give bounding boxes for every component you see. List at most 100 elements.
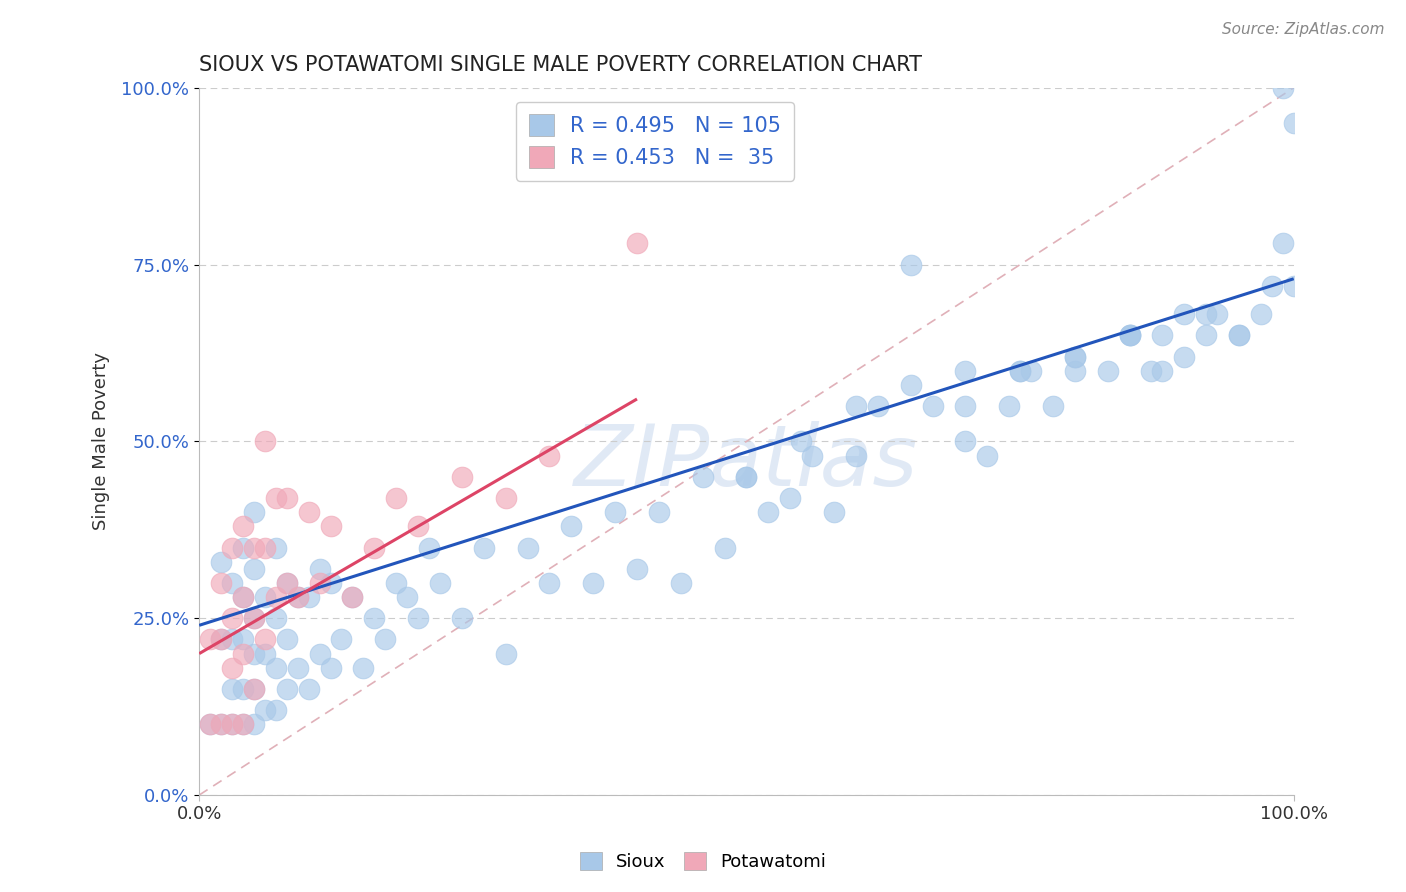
Point bbox=[253, 647, 276, 661]
Point bbox=[243, 647, 266, 661]
Point bbox=[866, 399, 889, 413]
Point bbox=[1097, 364, 1119, 378]
Point bbox=[298, 681, 321, 696]
Point bbox=[298, 590, 321, 604]
Point bbox=[1063, 364, 1085, 378]
Point bbox=[406, 611, 429, 625]
Legend: Sioux, Potawatomi: Sioux, Potawatomi bbox=[574, 845, 832, 879]
Point bbox=[264, 491, 287, 505]
Point bbox=[232, 519, 254, 533]
Point bbox=[243, 717, 266, 731]
Point bbox=[560, 519, 582, 533]
Point bbox=[1195, 328, 1218, 343]
Point bbox=[221, 661, 243, 675]
Point bbox=[287, 590, 309, 604]
Point bbox=[845, 399, 868, 413]
Point bbox=[955, 434, 977, 449]
Point bbox=[264, 611, 287, 625]
Point bbox=[308, 575, 330, 590]
Point bbox=[253, 434, 276, 449]
Point bbox=[243, 681, 266, 696]
Point bbox=[264, 541, 287, 555]
Point bbox=[253, 541, 276, 555]
Point bbox=[253, 703, 276, 717]
Point bbox=[1282, 278, 1305, 293]
Point bbox=[779, 491, 801, 505]
Point bbox=[363, 611, 385, 625]
Point bbox=[342, 590, 364, 604]
Point bbox=[243, 505, 266, 519]
Point bbox=[418, 541, 440, 555]
Point bbox=[342, 590, 364, 604]
Point bbox=[1271, 236, 1294, 251]
Point bbox=[374, 632, 396, 647]
Point bbox=[1118, 328, 1140, 343]
Point bbox=[603, 505, 626, 519]
Point bbox=[713, 541, 735, 555]
Point bbox=[264, 661, 287, 675]
Point bbox=[1271, 80, 1294, 95]
Point bbox=[221, 575, 243, 590]
Point bbox=[669, 575, 692, 590]
Point bbox=[308, 647, 330, 661]
Point bbox=[1042, 399, 1064, 413]
Text: Source: ZipAtlas.com: Source: ZipAtlas.com bbox=[1222, 22, 1385, 37]
Point bbox=[243, 611, 266, 625]
Point bbox=[955, 364, 977, 378]
Point bbox=[198, 632, 221, 647]
Point bbox=[232, 717, 254, 731]
Point bbox=[516, 541, 538, 555]
Point bbox=[209, 632, 232, 647]
Point bbox=[450, 611, 472, 625]
Point bbox=[1152, 328, 1174, 343]
Point bbox=[243, 681, 266, 696]
Point bbox=[472, 541, 495, 555]
Point bbox=[801, 449, 824, 463]
Point bbox=[221, 611, 243, 625]
Point bbox=[976, 449, 998, 463]
Point bbox=[253, 590, 276, 604]
Point bbox=[221, 632, 243, 647]
Point bbox=[582, 575, 605, 590]
Text: SIOUX VS POTAWATOMI SINGLE MALE POVERTY CORRELATION CHART: SIOUX VS POTAWATOMI SINGLE MALE POVERTY … bbox=[200, 55, 922, 75]
Point bbox=[955, 399, 977, 413]
Point bbox=[308, 562, 330, 576]
Point bbox=[1173, 350, 1195, 364]
Point bbox=[648, 505, 671, 519]
Point bbox=[198, 717, 221, 731]
Point bbox=[253, 632, 276, 647]
Point bbox=[998, 399, 1021, 413]
Point bbox=[845, 449, 868, 463]
Point bbox=[1063, 350, 1085, 364]
Point bbox=[1019, 364, 1042, 378]
Y-axis label: Single Male Poverty: Single Male Poverty bbox=[93, 352, 110, 531]
Point bbox=[735, 470, 758, 484]
Point bbox=[209, 632, 232, 647]
Point bbox=[319, 661, 342, 675]
Point bbox=[1173, 307, 1195, 321]
Point bbox=[232, 632, 254, 647]
Point bbox=[232, 541, 254, 555]
Point bbox=[232, 590, 254, 604]
Point bbox=[352, 661, 374, 675]
Point bbox=[692, 470, 714, 484]
Point bbox=[221, 681, 243, 696]
Point bbox=[450, 470, 472, 484]
Point bbox=[406, 519, 429, 533]
Point bbox=[276, 632, 298, 647]
Point bbox=[735, 470, 758, 484]
Point bbox=[221, 717, 243, 731]
Point bbox=[319, 519, 342, 533]
Point bbox=[298, 505, 321, 519]
Point bbox=[626, 562, 648, 576]
Point bbox=[626, 236, 648, 251]
Point bbox=[221, 717, 243, 731]
Legend: R = 0.495   N = 105, R = 0.453   N =  35: R = 0.495 N = 105, R = 0.453 N = 35 bbox=[516, 102, 794, 180]
Point bbox=[538, 449, 561, 463]
Point bbox=[1282, 116, 1305, 130]
Point bbox=[1227, 328, 1250, 343]
Point bbox=[209, 555, 232, 569]
Point bbox=[243, 541, 266, 555]
Point bbox=[1195, 307, 1218, 321]
Point bbox=[1227, 328, 1250, 343]
